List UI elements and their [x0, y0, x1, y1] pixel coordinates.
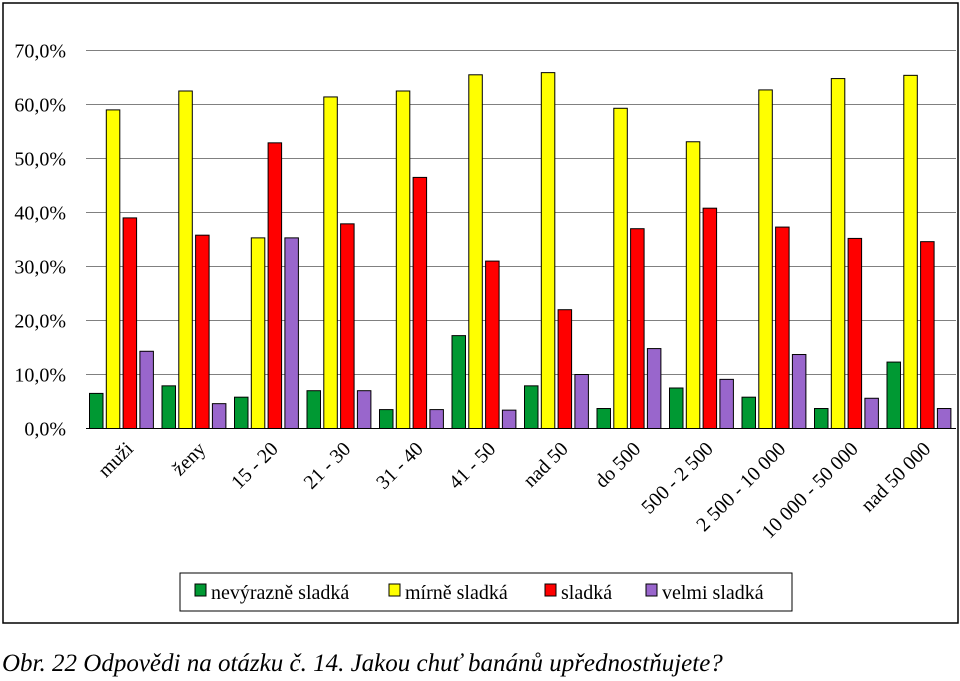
bar	[814, 408, 829, 429]
bar	[685, 141, 701, 429]
y-tick-label: 60,0%	[14, 95, 66, 117]
bar	[646, 348, 662, 429]
bar	[485, 260, 500, 429]
bar	[596, 408, 611, 429]
y-tick-label: 0,0%	[24, 419, 66, 441]
legend-label: mírně sladká	[405, 582, 508, 604]
bar	[105, 109, 121, 430]
bar	[429, 409, 444, 430]
figure-caption: Obr. 22 Odpovědi na otázku č. 14. Jakou …	[2, 650, 723, 677]
bar	[501, 409, 517, 430]
bar	[234, 396, 249, 429]
bar	[356, 390, 372, 430]
bar	[791, 354, 807, 429]
bar	[574, 374, 589, 429]
bar	[847, 237, 863, 429]
legend-swatch	[388, 583, 401, 597]
bar	[412, 176, 428, 429]
y-tick-label: 70,0%	[14, 41, 66, 63]
y-tick-label: 50,0%	[14, 149, 66, 171]
legend-box	[179, 572, 793, 612]
bar	[886, 361, 901, 429]
legend-label: sladká	[561, 582, 612, 604]
bar	[395, 90, 411, 429]
bar	[178, 90, 193, 429]
bar	[323, 96, 338, 429]
bar	[719, 378, 734, 429]
bar	[306, 390, 321, 430]
bar	[340, 223, 355, 429]
bars	[89, 72, 952, 430]
bar	[864, 397, 879, 430]
legend-label: velmi sladká	[662, 582, 764, 604]
bar	[284, 237, 299, 429]
bar	[195, 234, 210, 429]
legend: nevýrazně sladká mírně sladká sladká velmi …	[179, 572, 793, 612]
bar	[741, 396, 756, 429]
bar	[524, 385, 539, 429]
bar	[139, 350, 154, 429]
legend-label: nevýrazně sladká	[211, 582, 349, 604]
bar	[669, 387, 684, 429]
bar	[557, 309, 573, 430]
gridlines	[86, 50, 956, 375]
bar	[161, 385, 176, 429]
bar	[211, 403, 227, 430]
y-tick-label: 20,0%	[14, 311, 66, 333]
bar	[830, 78, 846, 430]
legend-swatch	[194, 583, 207, 597]
bar	[468, 74, 483, 430]
bar	[122, 217, 138, 429]
y-tick-label: 40,0%	[14, 203, 66, 225]
bar	[903, 74, 918, 429]
y-tick-label: 30,0%	[14, 257, 66, 279]
bar	[613, 107, 628, 429]
bar	[379, 409, 394, 430]
legend-swatch	[544, 583, 557, 597]
bar	[267, 142, 283, 429]
legend-swatch	[645, 583, 658, 597]
bar	[702, 207, 718, 429]
bar	[630, 228, 645, 429]
bar	[89, 392, 104, 429]
bar	[758, 89, 773, 429]
bar	[451, 335, 466, 429]
bar	[250, 237, 266, 429]
y-tick-label: 10,0%	[14, 365, 66, 387]
y-axis-ticks: 0,0% 10,0% 20,0% 30,0% 40,0% 50,0% 60,0% 70,0%	[14, 41, 66, 441]
bar	[936, 408, 952, 429]
bar	[775, 226, 790, 429]
bar	[920, 241, 935, 429]
bar	[540, 72, 556, 429]
